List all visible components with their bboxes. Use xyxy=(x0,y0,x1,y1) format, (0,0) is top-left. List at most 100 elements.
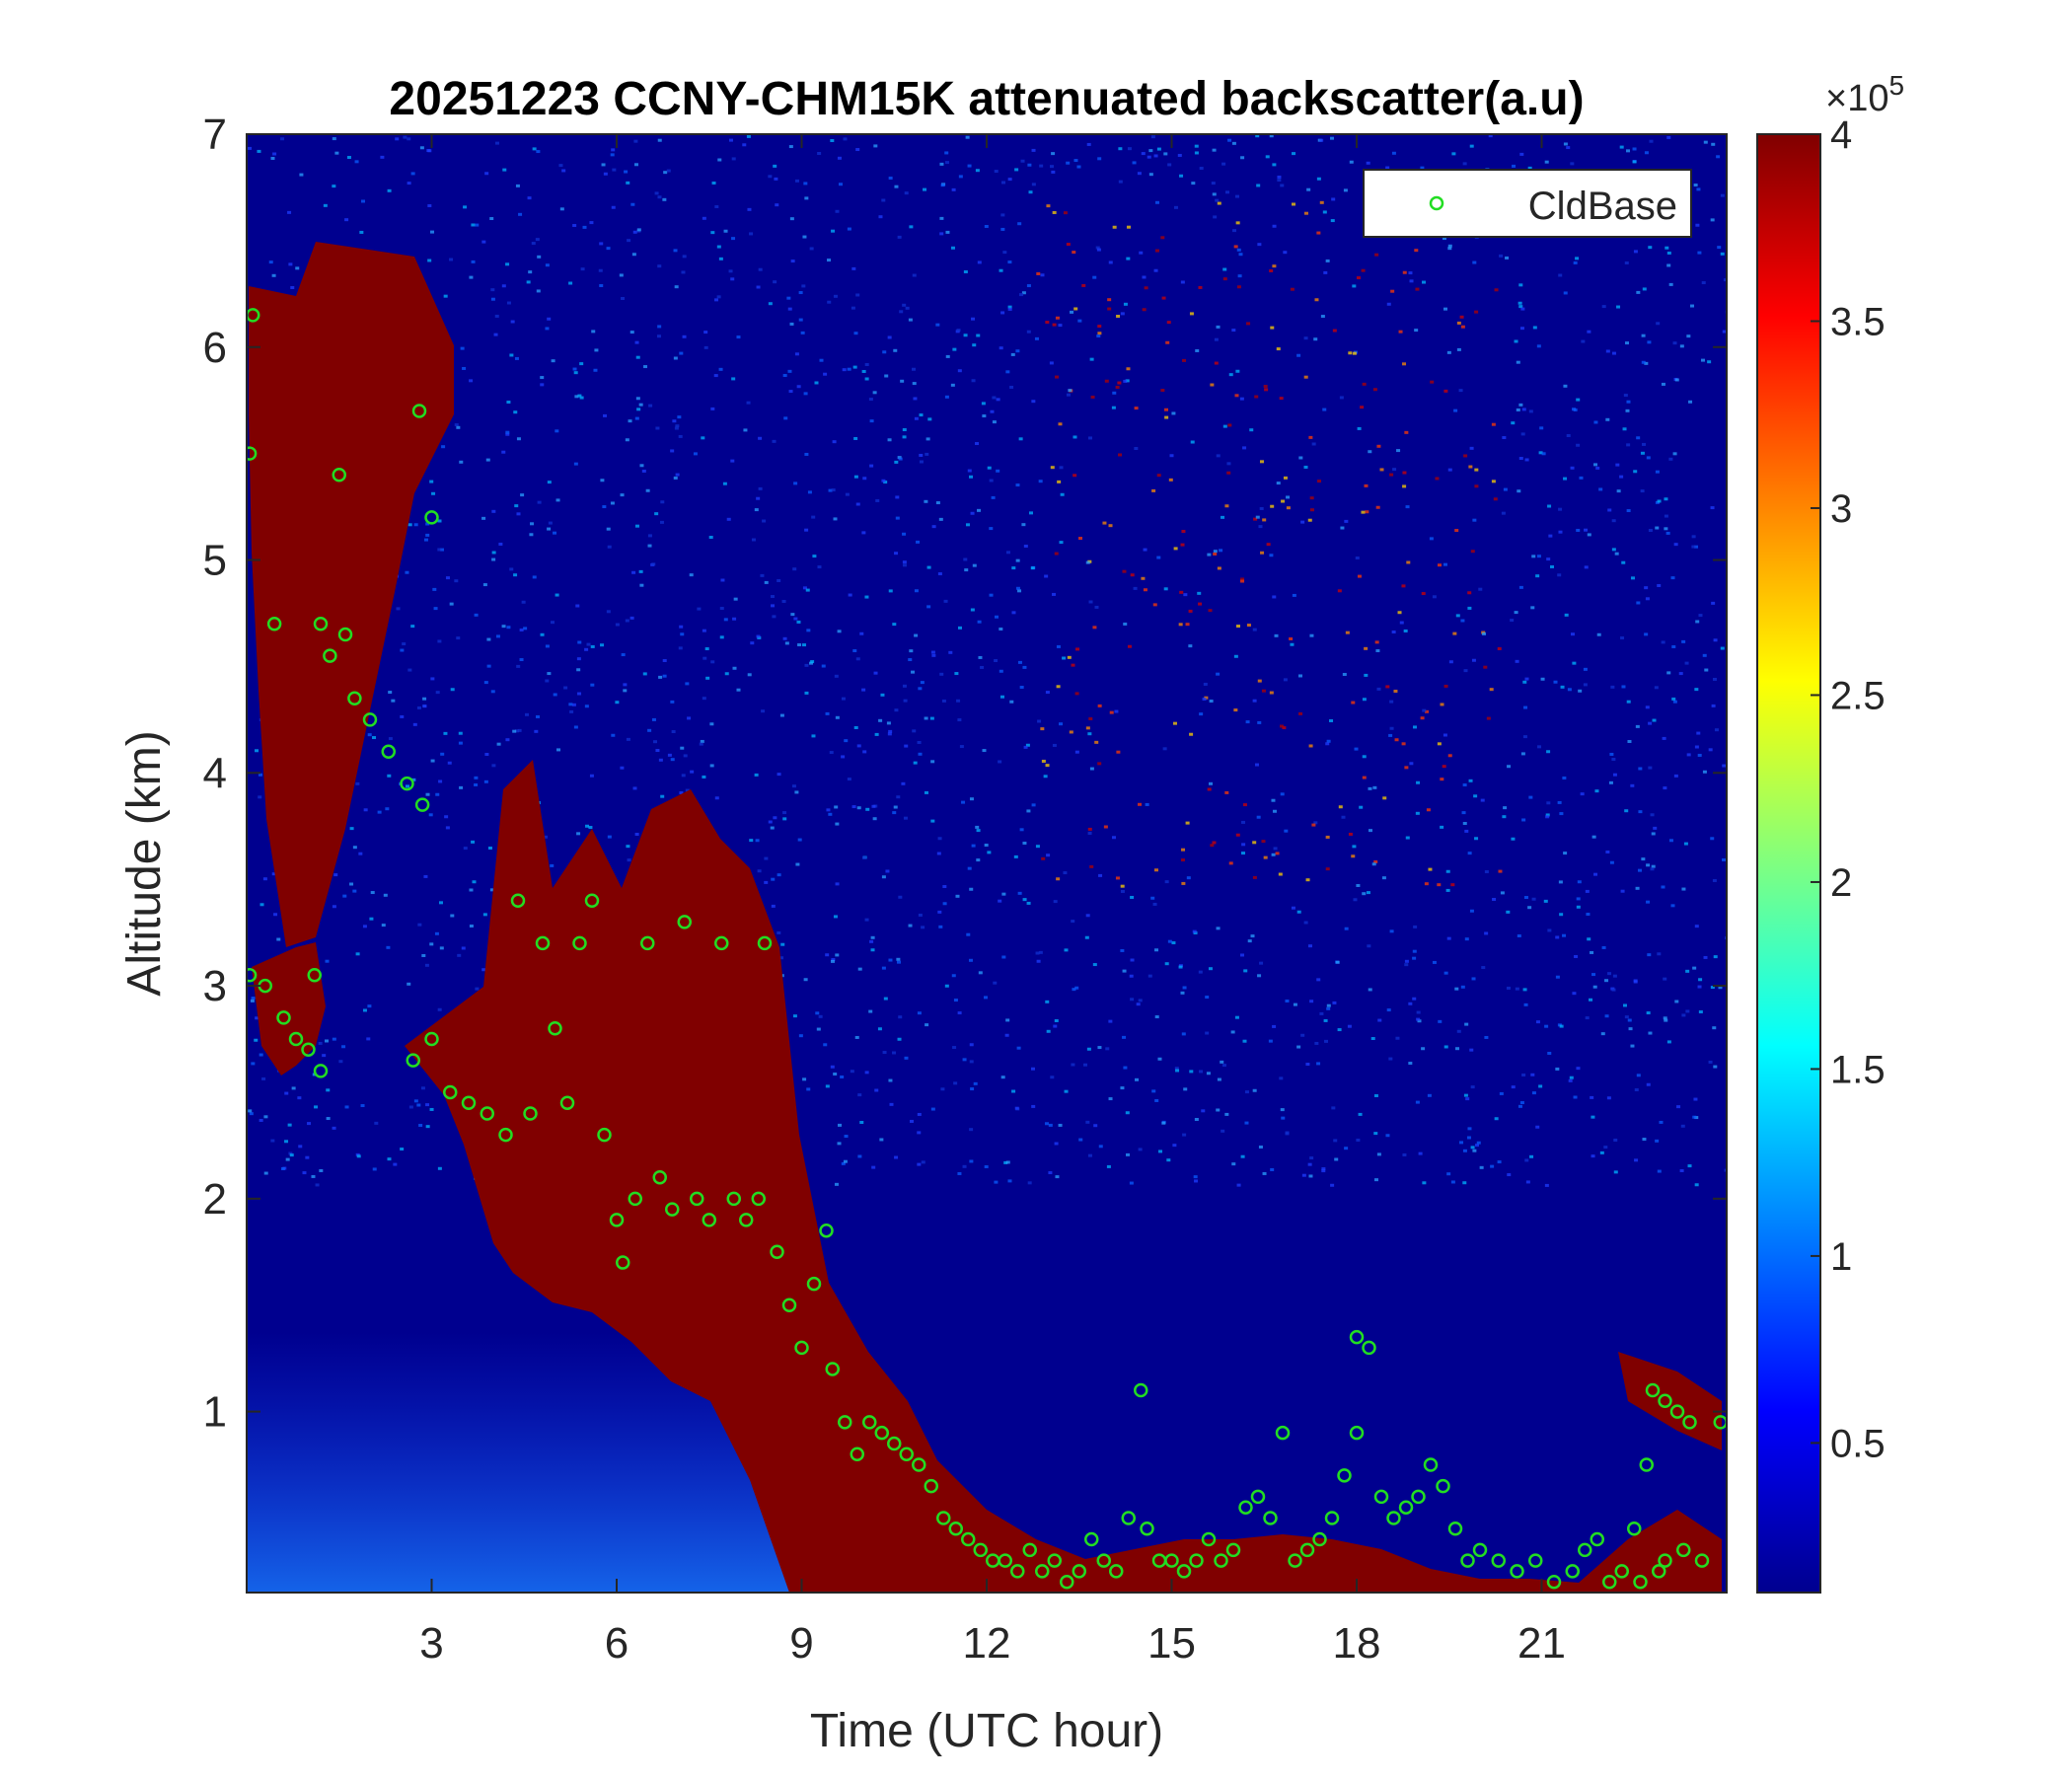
noise-speck xyxy=(1664,527,1668,531)
noise-speck xyxy=(982,414,987,418)
noise-speck xyxy=(682,255,687,259)
noise-speck xyxy=(1501,511,1506,515)
noise-speck xyxy=(1455,1047,1460,1051)
noise-speck xyxy=(1072,251,1076,255)
noise-speck xyxy=(1316,231,1321,235)
noise-speck xyxy=(1271,798,1276,802)
noise-speck xyxy=(1463,669,1468,673)
noise-speck xyxy=(952,1046,957,1050)
colorbar-tick-label: 2 xyxy=(1830,861,1852,905)
noise-speck xyxy=(1055,316,1060,320)
noise-speck xyxy=(555,593,559,597)
noise-speck xyxy=(679,791,684,795)
noise-speck xyxy=(400,648,405,652)
noise-speck xyxy=(636,408,641,411)
noise-speck xyxy=(1005,1160,1010,1164)
noise-speck xyxy=(1563,291,1568,295)
noise-speck xyxy=(490,690,495,694)
noise-speck xyxy=(1118,147,1123,151)
noise-speck xyxy=(620,766,625,770)
noise-speck xyxy=(939,216,944,220)
noise-speck xyxy=(576,832,581,836)
noise-speck xyxy=(726,517,731,521)
noise-speck xyxy=(1620,889,1625,893)
noise-speck xyxy=(1246,624,1251,628)
noise-speck xyxy=(285,1157,290,1161)
noise-speck xyxy=(1450,1180,1455,1184)
noise-speck xyxy=(1232,229,1237,233)
noise-speck xyxy=(1123,302,1128,306)
noise-speck xyxy=(1001,892,1006,896)
noise-speck xyxy=(487,846,492,850)
noise-speck xyxy=(1541,452,1546,456)
noise-speck xyxy=(576,657,581,661)
noise-speck xyxy=(1325,259,1330,262)
noise-speck xyxy=(1572,408,1577,411)
noise-speck xyxy=(758,486,763,490)
noise-speck xyxy=(821,664,826,668)
noise-speck xyxy=(965,523,970,527)
noise-speck xyxy=(710,407,715,410)
noise-speck xyxy=(882,1051,887,1055)
noise-speck xyxy=(699,742,703,746)
noise-speck xyxy=(1665,246,1669,250)
noise-speck xyxy=(1219,549,1223,553)
cldbase-point xyxy=(850,1447,864,1462)
noise-speck xyxy=(1104,379,1109,383)
noise-speck xyxy=(1560,685,1565,689)
noise-speck xyxy=(1638,810,1643,814)
noise-speck xyxy=(1325,742,1330,746)
noise-speck xyxy=(1668,282,1673,286)
noise-speck xyxy=(871,1165,876,1169)
noise-speck xyxy=(1694,1183,1699,1187)
noise-speck xyxy=(1562,933,1567,937)
noise-speck xyxy=(1169,454,1174,458)
noise-speck xyxy=(714,298,719,302)
noise-speck xyxy=(722,482,727,485)
noise-speck xyxy=(1443,1045,1448,1049)
noise-speck xyxy=(1240,156,1245,160)
cldbase-point xyxy=(288,1031,304,1047)
noise-speck xyxy=(908,658,913,662)
noise-speck xyxy=(1710,837,1715,841)
noise-speck xyxy=(724,672,729,676)
noise-speck xyxy=(638,403,643,407)
noise-speck xyxy=(606,247,611,251)
noise-speck xyxy=(1135,1077,1140,1081)
noise-speck xyxy=(1311,442,1316,446)
noise-speck xyxy=(1558,880,1563,884)
noise-speck xyxy=(1491,480,1496,483)
noise-speck xyxy=(437,519,442,523)
noise-speck xyxy=(1713,638,1718,642)
noise-speck xyxy=(259,903,264,907)
noise-speck xyxy=(1386,1008,1391,1012)
noise-speck xyxy=(603,413,608,417)
noise-speck xyxy=(1694,545,1699,549)
noise-speck xyxy=(632,786,637,790)
cldbase-point xyxy=(1639,1457,1654,1472)
noise-speck xyxy=(1527,906,1532,910)
noise-speck xyxy=(1512,164,1517,168)
noise-speck xyxy=(953,999,958,1002)
noise-speck xyxy=(814,381,819,385)
noise-speck xyxy=(629,331,634,334)
noise-speck xyxy=(435,691,440,695)
noise-speck xyxy=(1405,505,1410,509)
noise-speck xyxy=(1503,806,1508,810)
noise-speck xyxy=(1472,1149,1477,1152)
noise-speck xyxy=(1015,483,1020,487)
noise-speck xyxy=(255,1016,259,1020)
cldbase-point xyxy=(1299,1542,1315,1558)
noise-speck xyxy=(1180,543,1185,547)
noise-speck xyxy=(584,705,589,708)
noise-speck xyxy=(1379,468,1384,472)
noise-speck xyxy=(1546,557,1551,561)
noise-speck xyxy=(1212,841,1217,845)
noise-speck xyxy=(491,764,496,768)
noise-speck xyxy=(1718,986,1723,990)
noise-speck xyxy=(258,795,262,799)
noise-speck xyxy=(830,1065,835,1069)
noise-speck xyxy=(982,749,987,753)
cldbase-point xyxy=(781,1298,797,1312)
noise-speck xyxy=(1205,1031,1210,1035)
